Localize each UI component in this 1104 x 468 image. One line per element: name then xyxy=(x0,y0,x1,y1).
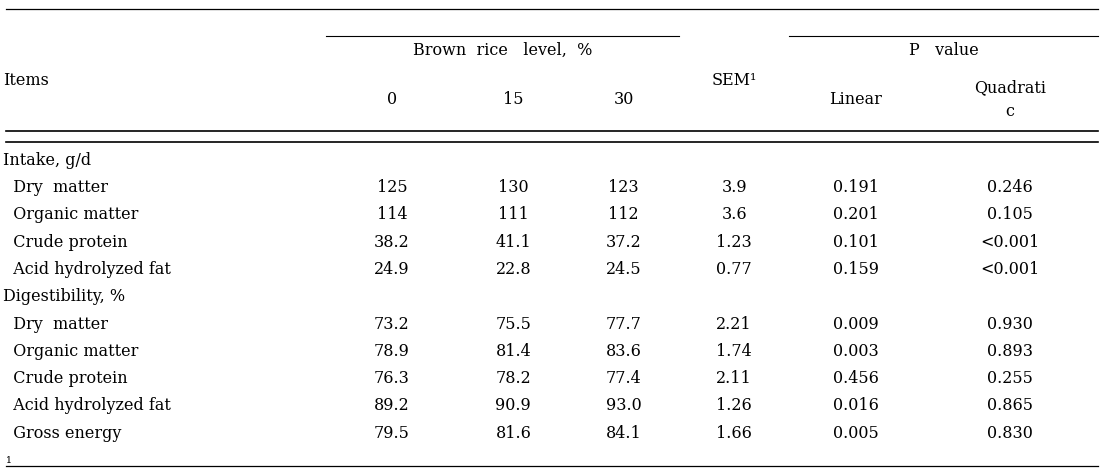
Text: Dry  matter: Dry matter xyxy=(3,179,108,196)
Text: 130: 130 xyxy=(498,179,529,196)
Text: c: c xyxy=(1006,102,1015,120)
Text: 2.21: 2.21 xyxy=(716,315,752,333)
Text: Organic matter: Organic matter xyxy=(3,206,139,223)
Text: 37.2: 37.2 xyxy=(606,234,641,250)
Text: 0.009: 0.009 xyxy=(832,315,879,333)
Text: 22.8: 22.8 xyxy=(496,261,531,278)
Text: 0.930: 0.930 xyxy=(987,315,1033,333)
Text: 73.2: 73.2 xyxy=(374,315,410,333)
Text: Acid hydrolyzed fat: Acid hydrolyzed fat xyxy=(3,261,171,278)
Text: 41.1: 41.1 xyxy=(496,234,531,250)
Text: 90.9: 90.9 xyxy=(496,397,531,415)
Text: <0.001: <0.001 xyxy=(980,261,1040,278)
Text: 2.11: 2.11 xyxy=(716,370,752,387)
Text: Linear: Linear xyxy=(829,91,882,108)
Text: 0.101: 0.101 xyxy=(832,234,879,250)
Text: 0.456: 0.456 xyxy=(832,370,879,387)
Text: 83.6: 83.6 xyxy=(606,343,641,360)
Text: 38.2: 38.2 xyxy=(374,234,410,250)
Text: 15: 15 xyxy=(503,91,523,108)
Text: Digestibility, %: Digestibility, % xyxy=(3,288,126,305)
Text: 81.6: 81.6 xyxy=(496,425,531,442)
Text: 0.201: 0.201 xyxy=(832,206,879,223)
Text: 77.7: 77.7 xyxy=(606,315,641,333)
Text: 0.159: 0.159 xyxy=(832,261,879,278)
Text: 75.5: 75.5 xyxy=(496,315,531,333)
Text: 0.77: 0.77 xyxy=(716,261,752,278)
Text: 0: 0 xyxy=(386,91,397,108)
Text: 78.2: 78.2 xyxy=(496,370,531,387)
Text: 81.4: 81.4 xyxy=(496,343,531,360)
Text: Gross energy: Gross energy xyxy=(3,425,121,442)
Text: 0.830: 0.830 xyxy=(987,425,1033,442)
Text: 84.1: 84.1 xyxy=(606,425,641,442)
Text: 3.9: 3.9 xyxy=(721,179,747,196)
Text: Quadrati: Quadrati xyxy=(974,79,1047,95)
Text: 1.66: 1.66 xyxy=(716,425,752,442)
Text: <0.001: <0.001 xyxy=(980,234,1040,250)
Text: 0.016: 0.016 xyxy=(832,397,879,415)
Text: 112: 112 xyxy=(608,206,639,223)
Text: Acid hydrolyzed fat: Acid hydrolyzed fat xyxy=(3,397,171,415)
Text: 93.0: 93.0 xyxy=(606,397,641,415)
Text: 0.005: 0.005 xyxy=(832,425,879,442)
Text: 78.9: 78.9 xyxy=(374,343,410,360)
Text: 24.5: 24.5 xyxy=(606,261,641,278)
Text: 79.5: 79.5 xyxy=(374,425,410,442)
Text: 111: 111 xyxy=(498,206,529,223)
Text: 123: 123 xyxy=(608,179,639,196)
Text: Crude protein: Crude protein xyxy=(3,234,128,250)
Text: 0.003: 0.003 xyxy=(832,343,879,360)
Text: 0.893: 0.893 xyxy=(987,343,1033,360)
Text: 3.6: 3.6 xyxy=(721,206,747,223)
Text: 0.865: 0.865 xyxy=(987,397,1033,415)
Text: 1.23: 1.23 xyxy=(716,234,752,250)
Text: SEM¹: SEM¹ xyxy=(711,72,757,89)
Text: 0.191: 0.191 xyxy=(832,179,879,196)
Text: P   value: P value xyxy=(909,42,979,59)
Text: 30: 30 xyxy=(614,91,634,108)
Text: 76.3: 76.3 xyxy=(374,370,410,387)
Text: 24.9: 24.9 xyxy=(374,261,410,278)
Text: Brown  rice   level,  %: Brown rice level, % xyxy=(413,42,592,59)
Text: 125: 125 xyxy=(376,179,407,196)
Text: Dry  matter: Dry matter xyxy=(3,315,108,333)
Text: 0.105: 0.105 xyxy=(987,206,1033,223)
Text: Organic matter: Organic matter xyxy=(3,343,139,360)
Text: 89.2: 89.2 xyxy=(374,397,410,415)
Text: ¹: ¹ xyxy=(6,457,11,468)
Text: 1.26: 1.26 xyxy=(716,397,752,415)
Text: 114: 114 xyxy=(376,206,407,223)
Text: Intake, g/d: Intake, g/d xyxy=(3,152,92,168)
Text: Items: Items xyxy=(3,72,50,89)
Text: 1.74: 1.74 xyxy=(716,343,752,360)
Text: 0.255: 0.255 xyxy=(987,370,1033,387)
Text: 0.246: 0.246 xyxy=(987,179,1033,196)
Text: Crude protein: Crude protein xyxy=(3,370,128,387)
Text: 77.4: 77.4 xyxy=(606,370,641,387)
